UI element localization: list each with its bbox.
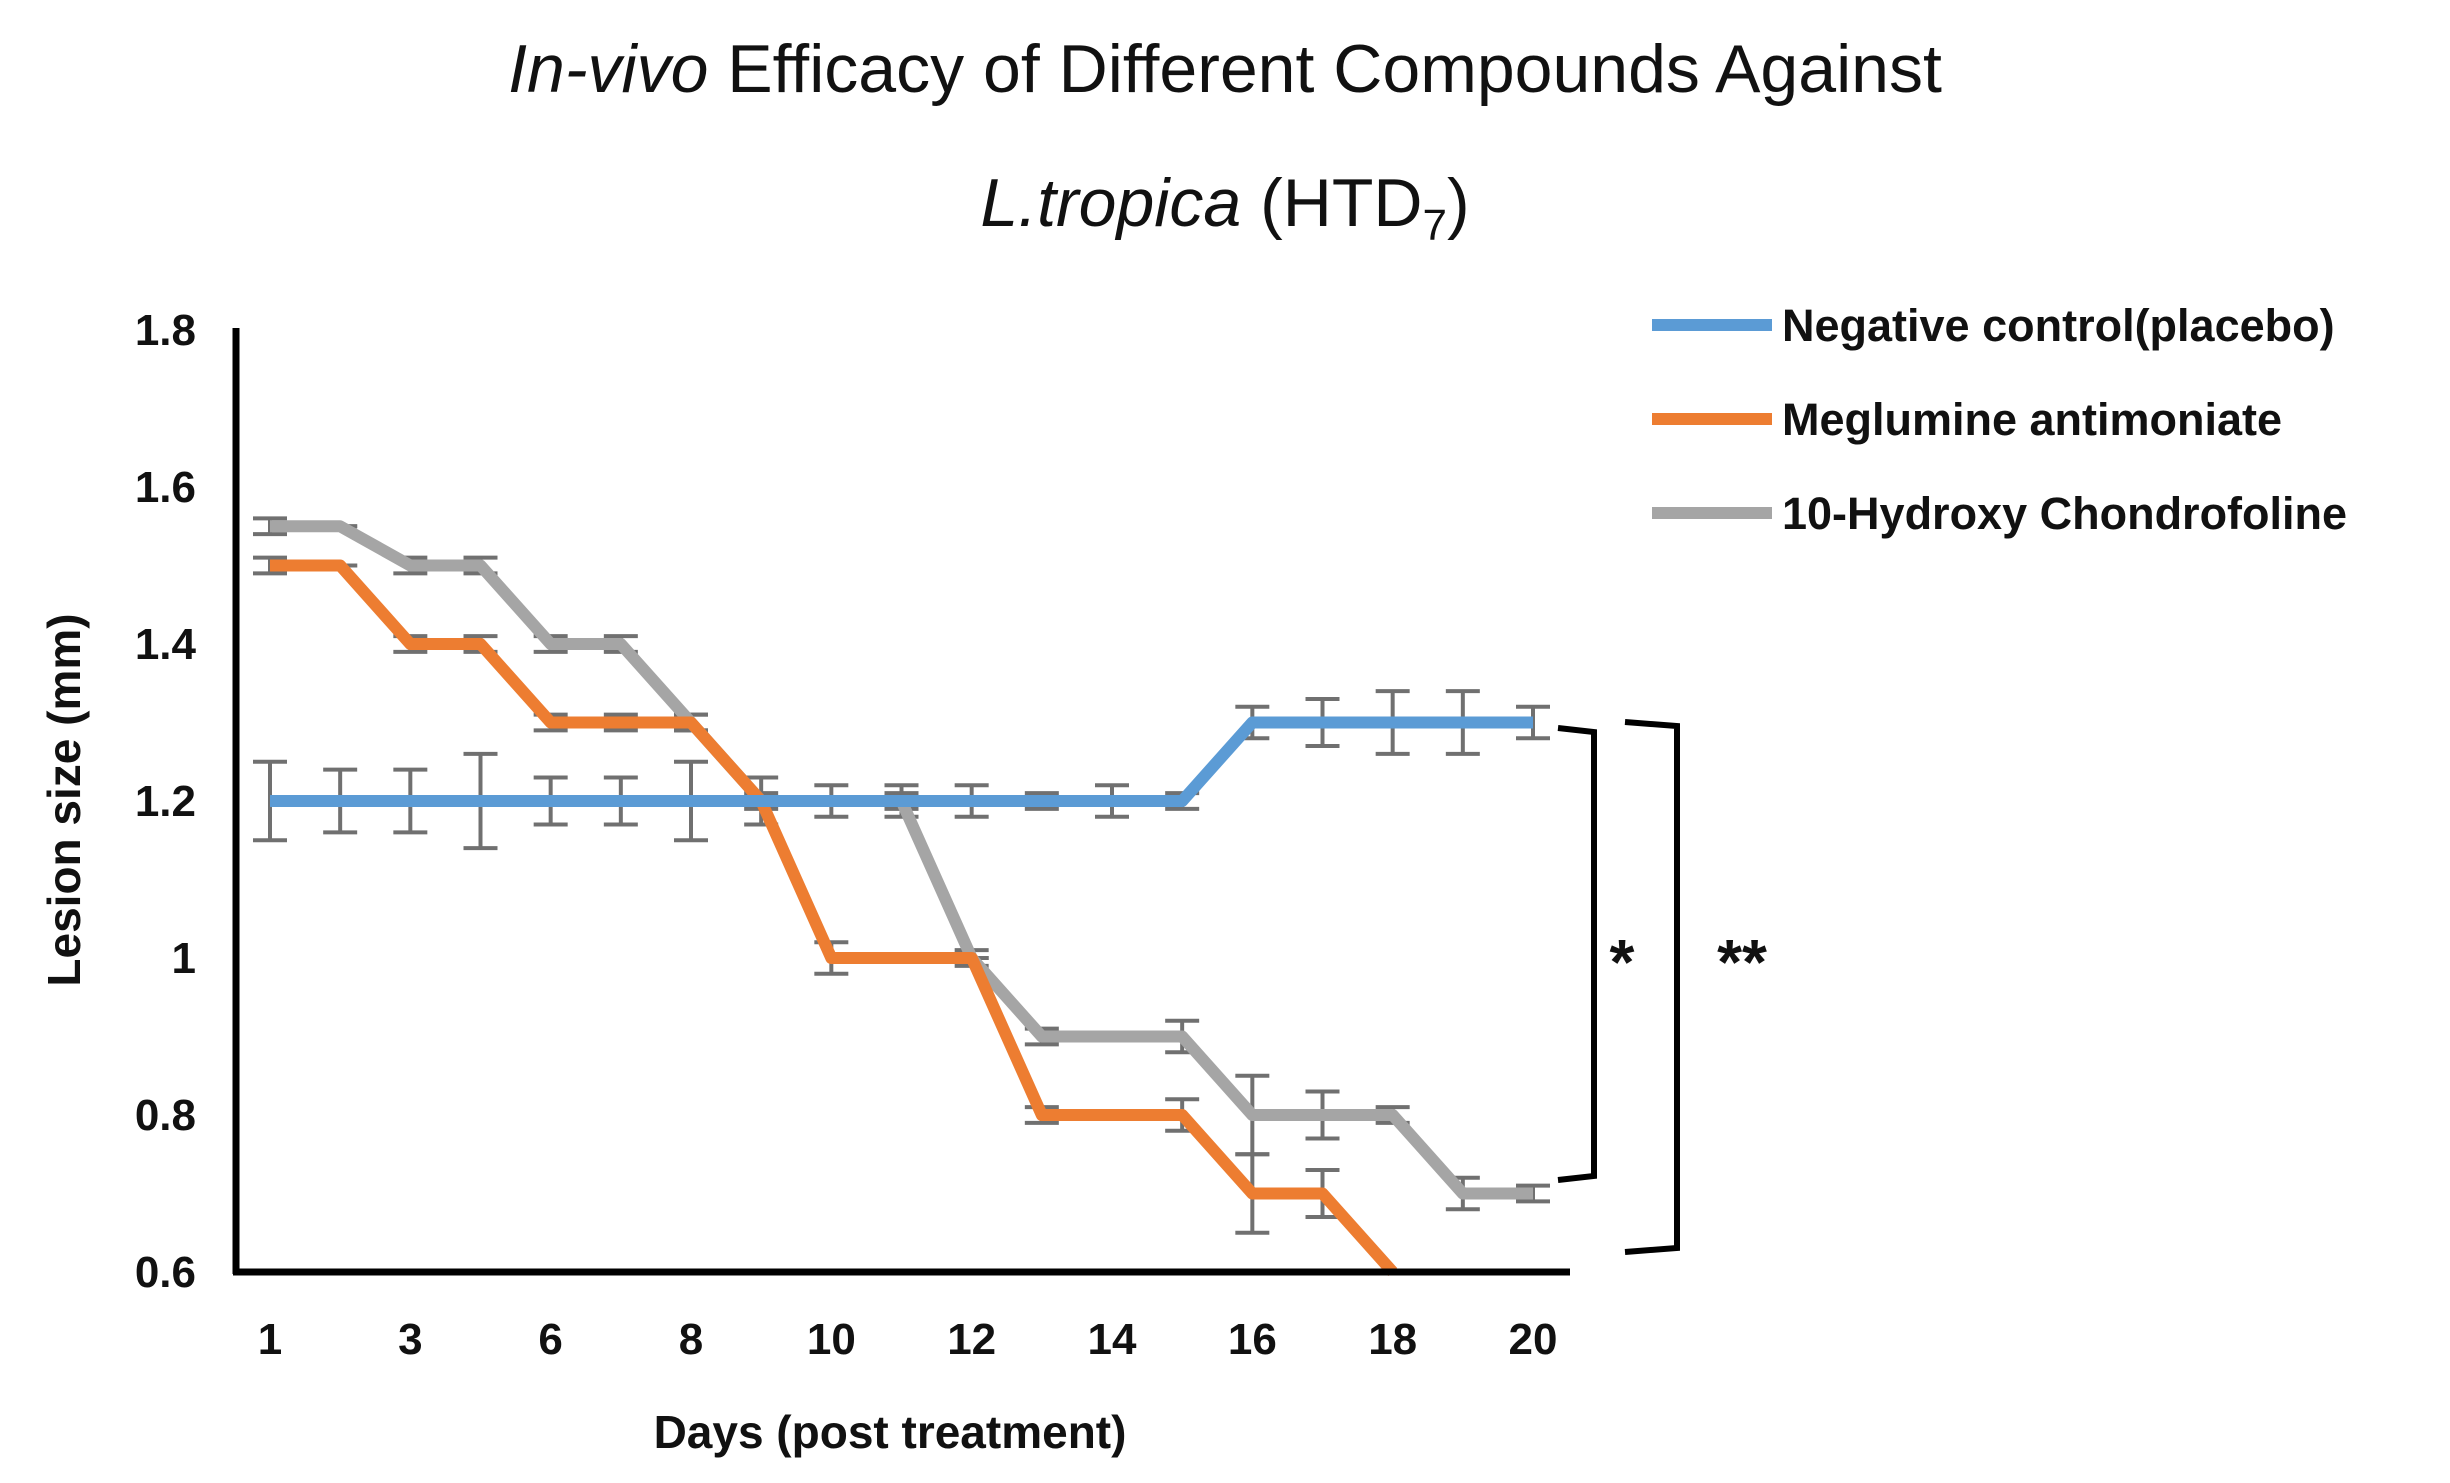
y-tick-label: 1.4 (135, 620, 197, 669)
x-tick-label: 3 (398, 1315, 422, 1364)
significance-bracket-inner (1557, 725, 1597, 1183)
title-italic-prefix: In-vivo (508, 31, 708, 107)
title-subscript: 7 (1422, 201, 1446, 250)
error-bars (253, 516, 1550, 1274)
title-rest: Efficacy of Different Compounds Against (708, 31, 1942, 107)
series-line-0 (270, 716, 1533, 807)
x-tick-label: 8 (679, 1315, 703, 1364)
y-axis-label: Lesion size (mm) (38, 613, 90, 986)
x-tick-label: 1 (258, 1315, 282, 1364)
y-tick-label: 1.6 (135, 463, 196, 512)
title-close: ) (1447, 165, 1470, 241)
x-tick-label: 16 (1228, 1315, 1277, 1364)
x-tick-label: 20 (1509, 1315, 1558, 1364)
series-line-2 (270, 520, 1533, 1200)
x-tick-label: 6 (538, 1315, 562, 1364)
y-tick-label: 0.8 (135, 1091, 196, 1140)
series-line-1 (270, 559, 1398, 1276)
title-strain: (HTD (1241, 165, 1422, 241)
series-lines (270, 520, 1533, 1276)
x-tick-label: 18 (1368, 1315, 1417, 1364)
y-tick-label: 0.6 (135, 1248, 196, 1297)
y-tick-label: 1.2 (135, 777, 196, 826)
y-tick-label: 1 (172, 934, 196, 983)
legend-label: 10-Hydroxy Chondrofoline (1782, 488, 2347, 539)
significance-bracket-outer (1624, 719, 1680, 1255)
legend-label: Negative control(placebo) (1782, 300, 2335, 351)
x-tick-label: 12 (947, 1315, 996, 1364)
significance-label-outer: ** (1717, 926, 1767, 998)
chart-title-line1: In-vivo Efficacy of Different Compounds … (508, 31, 1942, 107)
significance-label-inner: * (1610, 926, 1635, 998)
x-axis-label: Days (post treatment) (654, 1406, 1127, 1458)
y-tick-label: 1.8 (135, 306, 196, 355)
chart-title-line2: L.tropica (HTD7) (980, 165, 1469, 250)
legend: Negative control(placebo) Meglumine antim… (1652, 300, 2347, 539)
legend-label: Meglumine antimoniate (1782, 394, 2282, 445)
x-tick-labels: 1 3 6 8 10 12 14 16 18 20 (258, 1315, 1558, 1364)
x-tick-label: 10 (807, 1315, 856, 1364)
x-tick-label: 14 (1088, 1315, 1137, 1364)
title-species: L.tropica (980, 165, 1241, 241)
y-tick-labels: 1.8 1.6 1.4 1.2 1 0.8 0.6 (135, 306, 197, 1297)
